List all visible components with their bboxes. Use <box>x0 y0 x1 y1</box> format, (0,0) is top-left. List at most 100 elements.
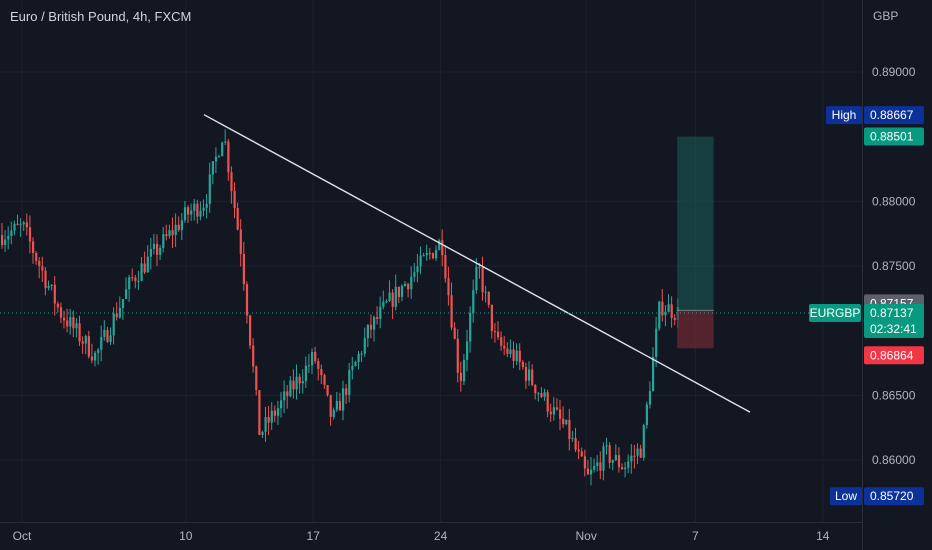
candle <box>50 284 53 291</box>
candle-body <box>565 419 568 425</box>
candle-body <box>35 252 38 261</box>
candle <box>314 346 317 364</box>
candle-body <box>611 460 614 463</box>
candle-body <box>28 227 32 242</box>
candle <box>568 408 571 451</box>
candle <box>25 213 28 236</box>
candle <box>41 256 44 282</box>
candle-body <box>506 348 509 354</box>
candle-body <box>10 230 13 236</box>
candle-body <box>472 290 475 313</box>
high-label: High <box>826 106 862 125</box>
candle <box>351 356 354 380</box>
candle <box>211 161 214 185</box>
candle <box>559 399 562 431</box>
candle <box>196 199 199 224</box>
candle <box>128 274 131 302</box>
candle <box>404 280 407 287</box>
candle-body <box>546 392 549 412</box>
candle-body <box>75 323 78 329</box>
candle-body <box>630 455 633 462</box>
candle-body <box>568 419 571 439</box>
candle <box>652 347 655 392</box>
candle <box>109 327 112 345</box>
candle-body <box>524 367 528 381</box>
candle <box>493 323 497 343</box>
candle <box>156 234 159 267</box>
candle-body <box>332 409 335 417</box>
candle <box>497 321 500 340</box>
candle-body <box>115 313 118 318</box>
chart-title: Euro / British Pound, 4h, FXCM <box>10 9 192 24</box>
candle-body <box>636 448 639 456</box>
candle-body <box>586 468 590 475</box>
x-tick-label: 24 <box>434 529 448 543</box>
candle <box>7 226 10 250</box>
candle <box>159 244 162 261</box>
candle <box>583 449 586 477</box>
candle-body <box>478 267 481 269</box>
candle-body <box>593 465 596 470</box>
candle-body <box>38 260 41 267</box>
candle-body <box>552 407 555 415</box>
candle-body <box>245 284 249 316</box>
candle-body <box>295 376 298 390</box>
candle-body <box>165 234 168 237</box>
candle <box>490 304 493 339</box>
candle-body <box>239 229 242 254</box>
candle-body <box>199 210 202 217</box>
x-tick-label: 14 <box>816 529 830 543</box>
candle-body <box>131 277 134 279</box>
candle <box>146 245 149 273</box>
candle <box>28 215 32 254</box>
x-tick-label: Nov <box>576 529 597 543</box>
candle <box>202 199 205 217</box>
candle-body <box>84 336 87 344</box>
candle-body <box>66 320 69 327</box>
candle-body <box>335 400 338 410</box>
candle <box>543 388 546 401</box>
candle <box>400 284 404 302</box>
low-label: Low <box>830 487 862 506</box>
candle <box>134 274 137 289</box>
candle <box>590 457 593 486</box>
candle <box>608 442 611 469</box>
candle-body <box>562 418 565 425</box>
candle <box>562 406 565 428</box>
candle <box>332 407 335 420</box>
candle <box>419 246 422 275</box>
candle <box>397 286 400 304</box>
candle <box>645 401 648 429</box>
candle-body <box>171 230 174 236</box>
candle-body <box>425 253 428 256</box>
candle <box>416 253 419 283</box>
candle <box>320 364 323 384</box>
candle-body <box>264 416 267 432</box>
candle-body <box>664 311 667 316</box>
candle <box>233 182 236 219</box>
candle <box>667 294 670 312</box>
candle <box>239 219 242 267</box>
symbol-badge-bg <box>809 303 861 322</box>
candle <box>369 314 373 339</box>
candle-body <box>435 249 438 259</box>
candle <box>664 305 667 327</box>
high-label-text: High <box>832 108 857 122</box>
candle <box>131 268 134 282</box>
y-tick-label: 0.86000 <box>872 453 916 467</box>
current-price-value: 0.87137 <box>870 306 914 320</box>
candle <box>53 276 56 316</box>
candle <box>586 459 590 476</box>
candle <box>280 392 283 418</box>
candle-body <box>447 278 450 296</box>
candle-body <box>280 400 283 409</box>
candle-body <box>202 207 205 211</box>
candle <box>94 350 97 367</box>
candle-body <box>94 352 97 361</box>
candle-body <box>404 283 407 286</box>
candle-body <box>183 207 187 221</box>
candle-body <box>227 141 230 173</box>
candle-body <box>388 292 391 302</box>
